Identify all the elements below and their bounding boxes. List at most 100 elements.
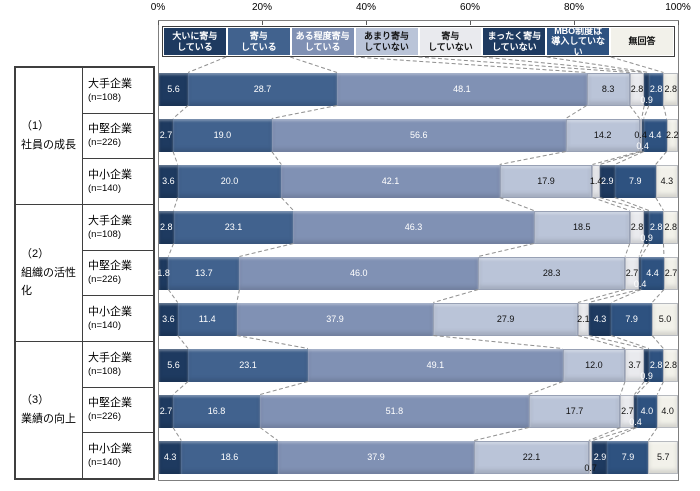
bar-segment (159, 118, 174, 152)
x-axis-tick-label: 40% (355, 2, 377, 13)
bar-row: 3.6 20.0 42.1 17.9 1.4 2.9 7.9 4.3 (159, 164, 678, 198)
bar-segment (177, 302, 237, 336)
value-label: 2.1 (577, 314, 590, 324)
company-cell: 中小企業 (n=140) (83, 432, 153, 478)
table-group-row: （3） 業績の向上 大手企業 (n=108) 中堅企業 (n=226) 中小企業 (n=14… (16, 341, 153, 478)
bar-segment (657, 394, 678, 428)
company-cell: 中堅企業 (n=226) (83, 112, 153, 159)
sample-size: (n=226) (88, 411, 122, 423)
value-label: 17.9 (537, 176, 555, 186)
bar-segment (648, 210, 664, 244)
value-label: 2.8 (664, 360, 677, 370)
value-label: 2.8 (649, 360, 663, 370)
value-label: 2.7 (664, 268, 678, 278)
company-cell: 大手企業 (n=108) (83, 68, 153, 113)
value-label: 18.5 (572, 222, 591, 232)
legend-item: 寄与 している (227, 28, 290, 55)
value-label: 51.8 (385, 406, 404, 416)
company-cell: 中小企業 (n=140) (83, 295, 153, 341)
company-name: 大手企業 (88, 77, 132, 90)
bar-segment (636, 394, 658, 428)
bar-segment (592, 440, 608, 474)
x-axis-tick (470, 21, 471, 25)
sample-size: (n=108) (88, 228, 122, 240)
bar-segment (293, 210, 534, 244)
value-label: 7.9 (628, 176, 642, 186)
bar-segment (173, 118, 272, 152)
value-label: 23.1 (239, 360, 257, 370)
value-label: 16.8 (207, 406, 226, 416)
value-label: 2.7 (159, 130, 173, 140)
bar-segment (634, 394, 637, 428)
company-name: 中堅企業 (88, 397, 132, 410)
company-cell: 中堅企業 (n=226) (83, 386, 153, 433)
bar-segment (629, 72, 645, 106)
value-label: 0.4 (636, 140, 649, 151)
bar-segment (663, 210, 678, 244)
bar-segment (641, 118, 644, 152)
value-label: 2.8 (160, 222, 173, 232)
bar-segment (644, 348, 649, 382)
value-label: 2.7 (625, 268, 639, 278)
value-label: 1.4 (589, 176, 603, 186)
bar-segment (614, 164, 656, 198)
bar-segment (159, 72, 189, 106)
category-table: （1） 社員の成長 大手企業 (n=108) 中堅企業 (n=226) 中小企業 (n=14… (14, 66, 155, 480)
value-label: 2.8 (664, 222, 677, 232)
bar-segment (639, 256, 642, 290)
value-label: 19.0 (213, 130, 232, 140)
bar-segment (644, 72, 649, 106)
value-label: 28.7 (253, 84, 272, 94)
bar-segment (172, 394, 261, 428)
legend-item: ある程度寄与 している (291, 28, 354, 55)
bar-segment (586, 72, 630, 106)
x-axis-tick-label: 80% (563, 2, 585, 13)
bar-segment (592, 164, 600, 198)
sample-size: (n=140) (88, 319, 122, 331)
company-rows: 大手企業 (n=108) 中堅企業 (n=226) 中小企業 (n=140) (83, 68, 153, 204)
x-axis-tick (158, 21, 159, 25)
x-axis-tick-label: 0% (150, 2, 166, 13)
value-label: 4.0 (661, 406, 674, 416)
value-label: 0.4 (634, 130, 647, 140)
company-name: 中堅企業 (88, 123, 132, 136)
value-label: 13.7 (195, 268, 213, 278)
company-cell: 中堅企業 (n=226) (83, 249, 153, 296)
x-axis-tick (574, 21, 575, 25)
value-label: 4.3 (593, 314, 607, 324)
bar-row: 2.8 23.1 46.3 18.5 2.8 0.9 2.8 2.8 (159, 210, 678, 244)
bar-segment (236, 302, 434, 336)
bar-segment (588, 440, 593, 474)
bar-segment (528, 394, 621, 428)
bar-segment (499, 164, 593, 198)
value-label: 37.9 (367, 452, 385, 462)
value-label: 0.9 (640, 94, 653, 105)
value-label: 42.1 (381, 176, 400, 186)
value-label: 48.1 (453, 84, 471, 94)
value-label: 4.4 (646, 268, 659, 278)
bar-row: 3.6 11.4 37.9 27.9 2.1 4.3 7.9 5.0 (159, 302, 678, 336)
legend-item: まったく寄与 していない (483, 28, 546, 55)
value-label: 0.9 (640, 232, 653, 243)
bar-segment (188, 72, 337, 106)
legend-item: 無回答 (611, 28, 673, 55)
bar-segment (159, 256, 169, 290)
sample-size: (n=108) (88, 91, 122, 103)
bar-segment (663, 348, 678, 382)
bar-segment (611, 302, 653, 336)
value-label: 2.8 (649, 222, 663, 232)
legend-item: MBO制度は 導入していない (547, 28, 610, 55)
value-label: 1.8 (157, 268, 170, 278)
company-name: 中小企業 (88, 169, 132, 182)
bar-segment (625, 348, 645, 382)
value-label: 3.6 (162, 176, 175, 186)
bar-segment (607, 440, 649, 474)
value-label: 56.6 (409, 130, 428, 140)
table-group-row: （2） 組織の活性化 大手企業 (n=108) 中堅企業 (n=226) 中小企業 (n=1… (16, 204, 153, 341)
bar-segment (648, 72, 664, 106)
bar-segment (663, 256, 678, 290)
bar-segment (159, 394, 173, 428)
group-label: （1） 社員の成長 (16, 68, 83, 204)
bar-segment (271, 118, 566, 152)
